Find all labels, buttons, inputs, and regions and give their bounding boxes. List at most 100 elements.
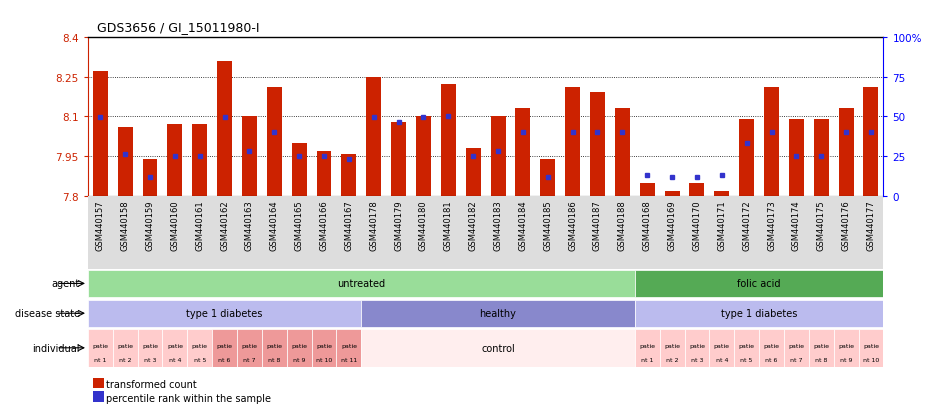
Text: patie: patie — [316, 344, 332, 349]
Text: GDS3656 / GI_15011980-I: GDS3656 / GI_15011980-I — [97, 21, 260, 33]
Bar — [858, 329, 883, 367]
Text: patie: patie — [291, 344, 307, 349]
Text: agent: agent — [52, 279, 80, 289]
Bar — [808, 329, 833, 367]
Text: GSM440186: GSM440186 — [568, 200, 577, 251]
Bar — [187, 329, 212, 367]
Text: GSM440162: GSM440162 — [220, 200, 229, 251]
Text: patie: patie — [92, 344, 108, 349]
Bar — [416, 117, 431, 197]
Text: GSM440180: GSM440180 — [419, 200, 428, 251]
Text: nt 8: nt 8 — [815, 357, 828, 362]
Text: type 1 diabetes: type 1 diabetes — [187, 309, 263, 318]
Text: GSM440167: GSM440167 — [344, 200, 353, 251]
Text: GSM440169: GSM440169 — [668, 200, 676, 251]
Bar — [764, 88, 779, 197]
Text: patie: patie — [341, 344, 357, 349]
Text: patie: patie — [863, 344, 879, 349]
Bar — [734, 329, 759, 367]
Bar — [864, 88, 879, 197]
Text: GSM440188: GSM440188 — [618, 200, 627, 251]
Text: nt 1: nt 1 — [94, 357, 106, 362]
Bar — [267, 88, 282, 197]
Text: nt 10: nt 10 — [316, 357, 332, 362]
Bar — [138, 329, 163, 367]
Bar — [391, 122, 406, 197]
Text: nt 2: nt 2 — [666, 357, 678, 362]
Text: folic acid: folic acid — [737, 279, 781, 289]
Text: nt 5: nt 5 — [193, 357, 206, 362]
Bar — [635, 271, 883, 297]
Bar — [635, 329, 660, 367]
Text: GSM440182: GSM440182 — [469, 200, 477, 251]
Text: type 1 diabetes: type 1 diabetes — [721, 309, 797, 318]
Bar — [590, 93, 605, 197]
Bar — [362, 300, 635, 327]
Bar — [839, 109, 854, 197]
Text: GSM440171: GSM440171 — [717, 200, 726, 251]
Text: GSM440185: GSM440185 — [543, 200, 552, 251]
Bar — [814, 120, 829, 197]
Text: nt 1: nt 1 — [641, 357, 653, 362]
Text: GSM440187: GSM440187 — [593, 200, 602, 251]
Bar — [217, 62, 232, 197]
Text: control: control — [481, 343, 515, 353]
Bar — [515, 109, 530, 197]
Bar — [341, 154, 356, 197]
Text: nt 2: nt 2 — [119, 357, 131, 362]
Text: untreated: untreated — [338, 279, 386, 289]
Bar — [237, 329, 262, 367]
Bar — [366, 77, 381, 197]
Bar — [262, 329, 287, 367]
Text: patie: patie — [664, 344, 680, 349]
Bar — [312, 329, 337, 367]
Bar — [635, 300, 883, 327]
Bar — [113, 329, 138, 367]
Text: GSM440181: GSM440181 — [444, 200, 453, 251]
Text: GSM440160: GSM440160 — [170, 200, 179, 251]
Text: GSM440178: GSM440178 — [369, 200, 378, 251]
Text: GSM440161: GSM440161 — [195, 200, 204, 251]
Text: nt 11: nt 11 — [340, 357, 357, 362]
Text: GSM440159: GSM440159 — [145, 200, 154, 251]
Text: nt 9: nt 9 — [840, 357, 852, 362]
Text: patie: patie — [266, 344, 282, 349]
Bar — [660, 329, 684, 367]
Text: healthy: healthy — [480, 309, 516, 318]
Text: GSM440176: GSM440176 — [842, 200, 851, 251]
Bar — [684, 329, 709, 367]
Bar — [709, 329, 734, 367]
Text: individual: individual — [32, 343, 80, 353]
Bar — [88, 300, 362, 327]
Text: transformed count: transformed count — [106, 379, 197, 389]
Text: disease state: disease state — [15, 309, 80, 318]
Text: nt 4: nt 4 — [716, 357, 728, 362]
Text: GSM440164: GSM440164 — [270, 200, 278, 251]
Bar — [362, 329, 635, 367]
Bar — [664, 191, 680, 197]
Bar — [192, 125, 207, 197]
Text: patie: patie — [142, 344, 158, 349]
Text: patie: patie — [191, 344, 208, 349]
Text: nt 10: nt 10 — [863, 357, 879, 362]
Bar — [212, 329, 237, 367]
Bar — [163, 329, 187, 367]
Text: patie: patie — [166, 344, 183, 349]
Bar — [540, 159, 555, 197]
Text: GSM440170: GSM440170 — [693, 200, 701, 251]
Text: patie: patie — [639, 344, 655, 349]
Text: GSM440174: GSM440174 — [792, 200, 801, 251]
Bar — [167, 125, 182, 197]
Text: nt 7: nt 7 — [790, 357, 803, 362]
Text: nt 6: nt 6 — [218, 357, 231, 362]
Text: GSM440157: GSM440157 — [96, 200, 105, 251]
Text: patie: patie — [813, 344, 829, 349]
Text: GSM440184: GSM440184 — [518, 200, 527, 251]
Text: patie: patie — [117, 344, 133, 349]
Text: patie: patie — [788, 344, 805, 349]
Text: GSM440183: GSM440183 — [494, 200, 502, 251]
Text: percentile rank within the sample: percentile rank within the sample — [106, 393, 271, 403]
Bar — [441, 85, 456, 197]
Bar — [784, 329, 808, 367]
Bar — [242, 117, 257, 197]
